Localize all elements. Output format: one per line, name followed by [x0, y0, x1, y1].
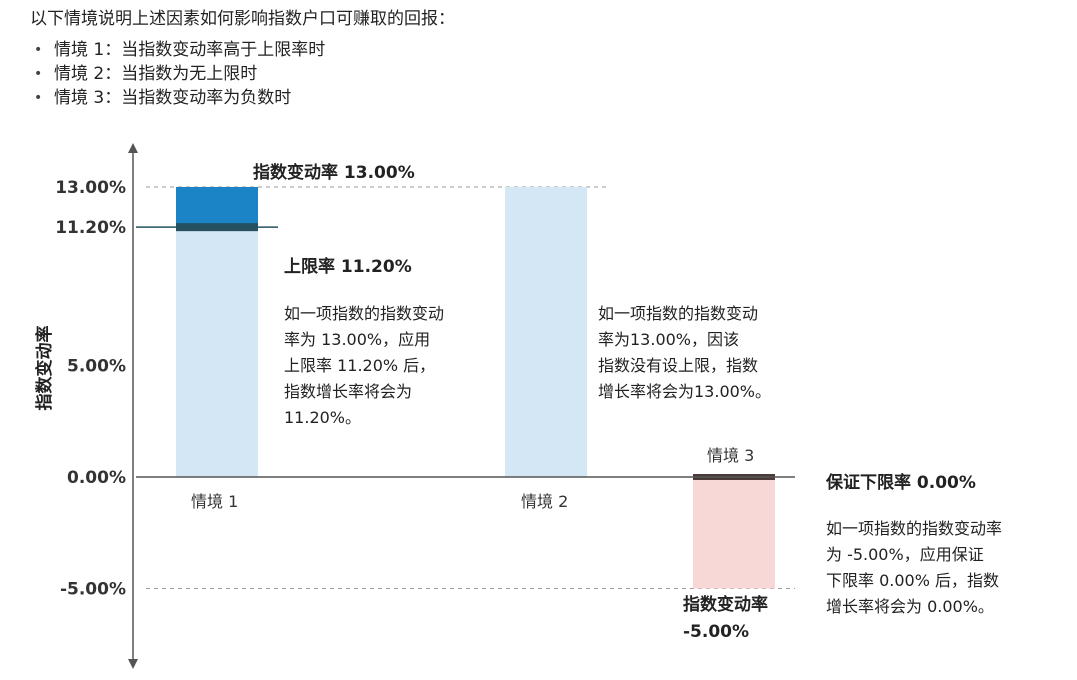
note3-line: 增长率将会为 0.00%。 [826, 597, 994, 616]
floor-annotation: 保证下限率 0.00% [825, 472, 976, 493]
y-axis-arrow-up-icon [128, 143, 138, 153]
note2-line: 指数没有设上限，指数 [598, 356, 758, 375]
bottom-annotation-line2: -5.00% [683, 622, 749, 642]
note1-line: 如一项指数的指数变动 [284, 304, 444, 323]
note1-line: 上限率 11.20% 后， [284, 356, 435, 375]
scenario-item-3: 情境 3：当指数变动率为负数时 [30, 86, 1030, 110]
note2-line: 率为13.00%，因该 [598, 330, 739, 349]
scenario3-top-label: 情境 3 [707, 446, 754, 465]
note1-line: 率为 13.00%，应用 [284, 330, 430, 349]
ytick-label: -5.00% [60, 580, 126, 600]
scenario-item-1: 情境 1：当指数变动率高于上限率时 [30, 38, 1030, 62]
scenario-item-2: 情境 2：当指数为无上限时 [30, 62, 1030, 86]
cap-rate-band [176, 223, 258, 232]
scenario2-bar [505, 187, 587, 477]
intro-section: 以下情境说明上述因素如何影响指数户口可赚取的回报： 情境 1：当指数变动率高于上… [30, 6, 1030, 110]
note1-line: 11.20%。 [284, 408, 361, 427]
scenario1-above-cap-bar [176, 187, 258, 228]
category-label-scenario1: 情境 1 [191, 492, 238, 511]
y-axis-arrow-down-icon [128, 659, 138, 669]
bottom-annotation-line1: 指数变动率 [683, 594, 768, 615]
note3-line: 如一项指数的指数变动率 [826, 519, 1002, 538]
note3-line: 为 -5.00%，应用保证 [826, 545, 984, 564]
note3-line: 下限率 0.00% 后，指数 [826, 571, 999, 590]
category-label-scenario2: 情境 2 [521, 492, 568, 511]
intro-heading: 以下情境说明上述因素如何影响指数户口可赚取的回报： [30, 9, 455, 29]
note1-line: 指数增长率将会为 [284, 382, 412, 401]
note2-line: 如一项指数的指数变动 [598, 304, 758, 323]
scenario1-credited-bar [176, 227, 258, 477]
ytick-label: 11.20% [55, 218, 126, 238]
top-annotation: 指数变动率 13.00% [253, 162, 415, 183]
ytick-label: 13.00% [55, 178, 126, 198]
note2-line: 增长率将会为13.00%。 [598, 382, 771, 401]
scenario-list: 情境 1：当指数变动率高于上限率时 情境 2：当指数为无上限时 情境 3：当指数… [30, 38, 1030, 110]
y-axis-title: 指数变动率 [34, 326, 55, 411]
ytick-label: 5.00% [67, 356, 126, 376]
scenario3-negative-bar [693, 477, 775, 589]
ytick-label: 0.00% [67, 468, 126, 488]
cap-annotation: 上限率 11.20% [284, 256, 412, 277]
